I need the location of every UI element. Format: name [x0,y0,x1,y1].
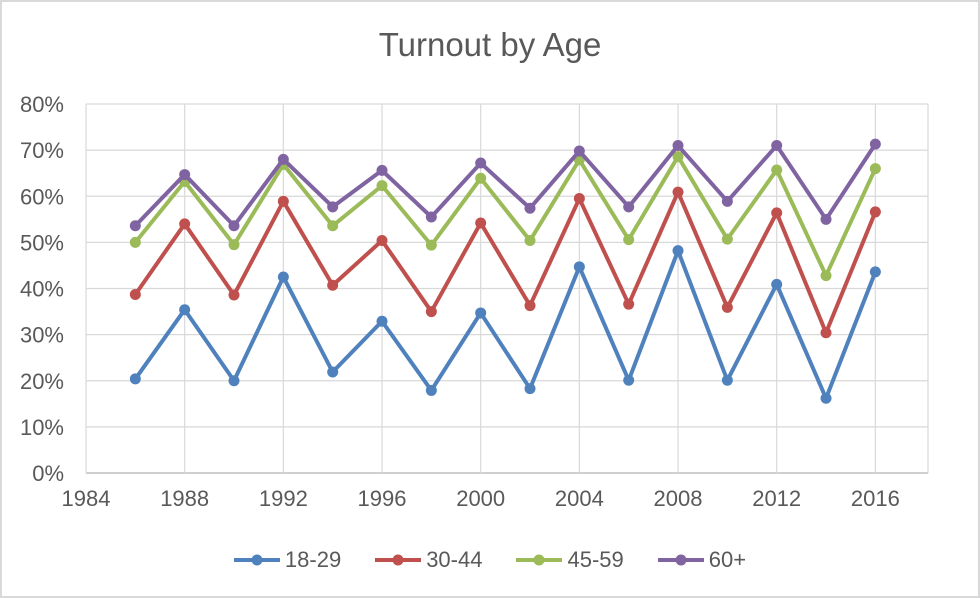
data-point-60+ [327,201,339,213]
data-point-30-44 [820,327,832,339]
data-point-45-59 [129,236,141,248]
data-point-30-44 [129,288,141,300]
series-line-45-59 [133,154,878,278]
data-point-30-44 [475,217,487,229]
legend: 18-29 30-44 45-59 60+ [2,540,978,580]
data-point-45-59 [721,233,733,245]
data-point-30-44 [277,195,289,207]
x-tick-label: 2000 [456,486,505,511]
data-point-60+ [228,220,240,232]
data-point-30-44 [425,306,437,318]
legend-swatch-18-29 [233,554,280,566]
data-point-60+ [524,202,536,214]
data-point-30-44 [672,186,684,198]
data-point-18-29 [672,245,684,257]
y-tick-label: 20% [20,369,64,394]
data-point-18-29 [869,266,881,278]
y-tick-label: 0% [32,461,64,486]
x-tick-label: 1996 [358,486,407,511]
legend-swatch-60+ [657,554,704,566]
data-point-60+ [721,195,733,207]
data-point-30-44 [869,206,881,218]
x-tick-label: 2016 [851,486,900,511]
data-point-45-59 [327,220,339,232]
x-tick-label: 2012 [752,486,801,511]
data-point-60+ [869,138,881,150]
legend-label: 60+ [708,547,747,572]
legend-item-18-29: 18-29 [233,547,342,572]
y-tick-label: 70% [20,138,64,163]
data-point-60+ [425,211,437,223]
data-point-18-29 [327,366,339,378]
legend-label: 45-59 [567,547,624,572]
legend-swatch-30-44 [375,554,422,566]
y-tick-label: 60% [20,184,64,209]
data-point-30-44 [524,300,536,312]
data-point-60+ [277,153,289,165]
y-tick-label: 10% [20,415,64,440]
data-point-45-59 [524,235,536,247]
y-tick-label: 80% [20,92,64,117]
legend-swatch-45-59 [516,554,563,566]
legend-item-60+: 60+ [657,547,747,572]
data-point-45-59 [228,239,240,251]
data-point-18-29 [277,271,289,283]
x-tick-label: 1992 [259,486,308,511]
data-point-45-59 [820,270,832,282]
data-point-18-29 [425,384,437,396]
data-point-30-44 [179,218,191,230]
data-point-18-29 [573,261,585,273]
y-tick-label: 50% [20,230,64,255]
data-point-18-29 [771,278,783,290]
data-point-30-44 [721,301,733,313]
data-point-30-44 [327,279,339,291]
x-tick-label: 2008 [654,486,703,511]
data-point-60+ [129,220,141,232]
data-point-30-44 [228,289,240,301]
data-point-18-29 [524,383,536,395]
x-tick-label: 2004 [555,486,604,511]
data-point-18-29 [179,304,191,316]
data-point-60+ [623,201,635,213]
data-point-30-44 [376,235,388,247]
data-point-18-29 [820,392,832,404]
legend-item-45-59: 45-59 [516,547,624,572]
data-point-60+ [179,169,191,181]
data-point-45-59 [376,180,388,192]
x-tick-label: 1984 [62,486,111,511]
data-point-18-29 [721,374,733,386]
data-point-60+ [820,213,832,225]
data-point-18-29 [623,374,635,386]
data-point-45-59 [672,151,684,163]
legend-item-30-44: 30-44 [375,549,482,571]
legend-label: 30-44 [426,547,483,572]
data-point-45-59 [771,164,783,176]
data-point-30-44 [623,298,635,310]
data-point-18-29 [129,373,141,385]
data-point-60+ [475,157,487,169]
data-point-45-59 [425,239,437,251]
data-point-18-29 [228,375,240,387]
data-point-45-59 [475,172,487,184]
data-point-60+ [573,145,585,157]
data-point-60+ [672,140,684,152]
data-point-30-44 [573,193,585,205]
series-line-18-29 [133,248,878,401]
data-point-30-44 [771,207,783,219]
chart-title: Turnout by Age [378,26,602,63]
data-point-45-59 [869,163,881,175]
data-point-60+ [771,140,783,152]
data-point-18-29 [376,315,388,327]
x-tick-label: 1988 [160,486,209,511]
legend-label: 18-29 [284,547,342,572]
series-line-30-44 [133,190,878,335]
series-line-60+ [133,142,878,228]
y-tick-label: 30% [20,323,64,348]
data-point-45-59 [623,234,635,246]
y-tick-label: 40% [20,277,64,302]
data-point-60+ [376,164,388,176]
data-point-18-29 [475,307,487,319]
